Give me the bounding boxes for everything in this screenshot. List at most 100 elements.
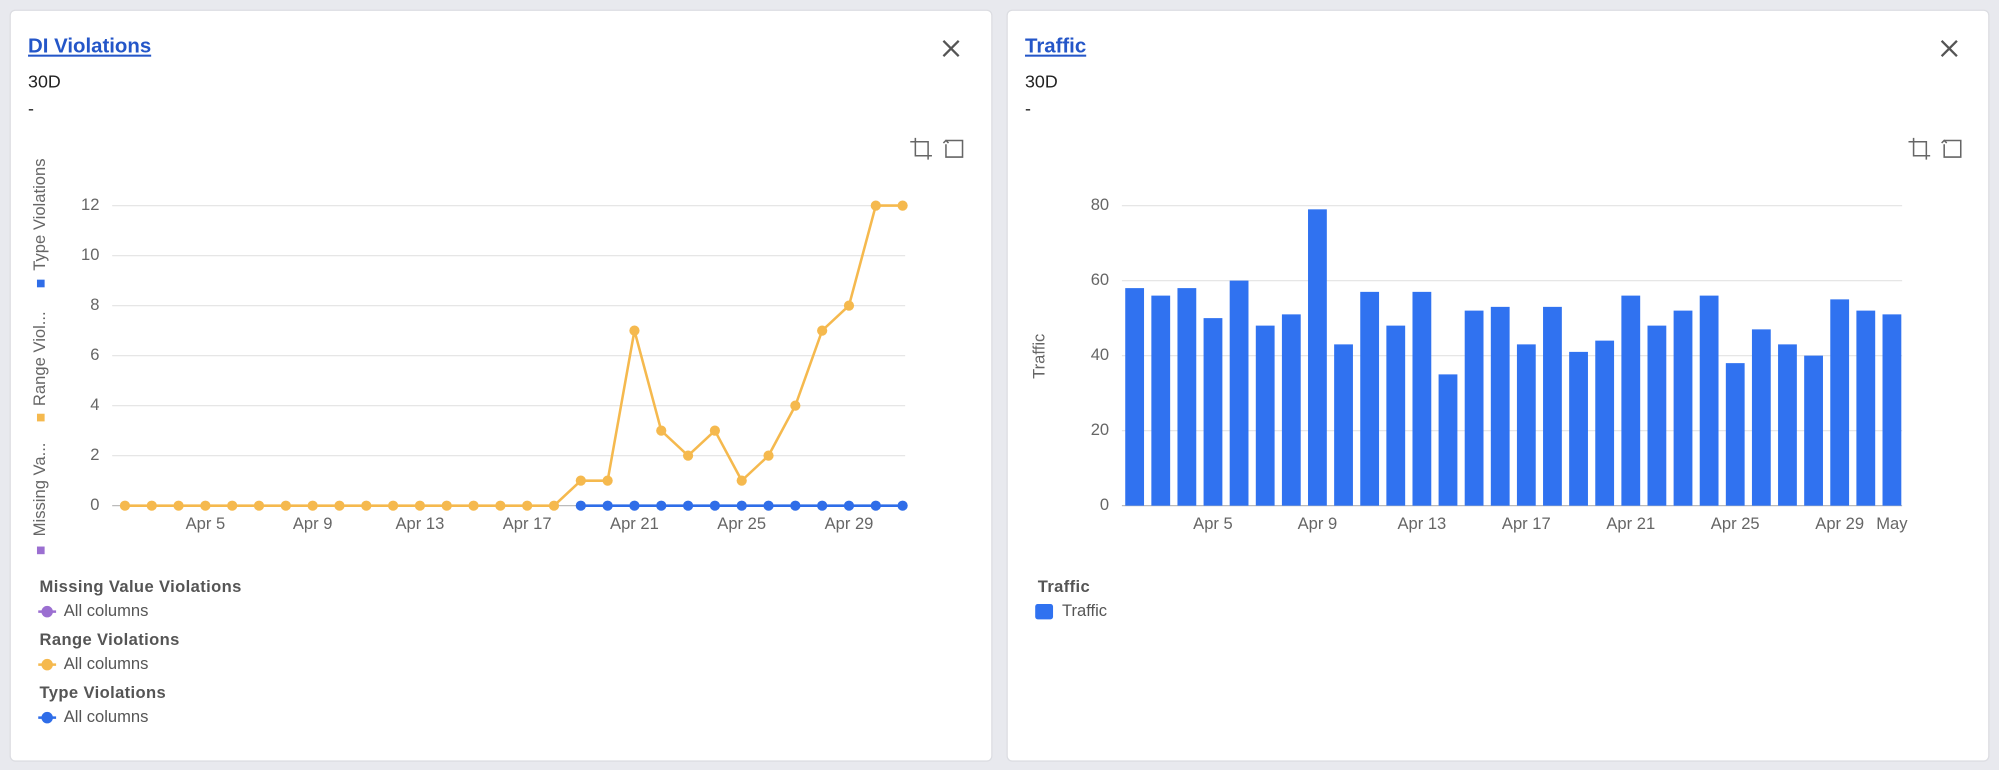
legend-item: All columns	[64, 601, 149, 620]
reset-button[interactable]	[1941, 139, 1962, 158]
data-point	[334, 500, 345, 511]
data-point	[441, 500, 452, 511]
data-point	[709, 425, 720, 436]
reset-button[interactable]	[942, 139, 964, 158]
y-tick-label: 0	[1100, 495, 1109, 514]
data-point	[656, 500, 667, 511]
data-point	[790, 500, 801, 511]
data-point	[870, 500, 881, 511]
bar	[1778, 344, 1797, 506]
data-point	[817, 500, 828, 511]
card	[9, 9, 993, 762]
close-icons	[942, 40, 1958, 57]
data-point	[414, 500, 426, 511]
zoom-button[interactable]	[1908, 137, 1931, 160]
data-point	[870, 200, 881, 211]
bar	[1647, 325, 1667, 506]
data-point	[548, 500, 560, 511]
card-title[interactable]: Traffic	[1025, 36, 1086, 58]
data-point	[468, 500, 479, 511]
x-tick-label: Apr 13	[1397, 514, 1446, 533]
bar	[1595, 340, 1615, 506]
data-point	[602, 500, 613, 511]
legend-item: Traffic	[1062, 601, 1107, 620]
y-tick-label: 40	[1091, 345, 1109, 364]
bar	[1751, 329, 1771, 506]
data-point	[495, 500, 506, 511]
bar	[1569, 351, 1588, 506]
data-point	[897, 200, 908, 211]
data-point	[656, 425, 667, 436]
axis-legend-label: Range Viol...	[30, 311, 49, 406]
x-tick-label: Apr 25	[1711, 514, 1760, 533]
y-tick-label: 2	[90, 445, 99, 464]
x-tick-label: Apr 5	[1193, 514, 1233, 533]
legend-group: Missing Value Violations	[40, 577, 242, 596]
axis-legend-swatch	[36, 413, 45, 422]
data-point	[682, 500, 694, 511]
data-point	[227, 500, 238, 511]
legend-dot	[41, 605, 53, 618]
bar	[1203, 318, 1223, 506]
bar	[1490, 306, 1510, 506]
bar	[1281, 314, 1301, 506]
bar	[1856, 310, 1876, 506]
data-point	[629, 500, 640, 511]
data-point	[173, 500, 184, 511]
y-tick-label: 6	[90, 345, 99, 364]
data-point	[736, 500, 747, 511]
y-tick-label: 8	[90, 295, 99, 314]
data-point	[388, 500, 399, 511]
close-button[interactable]	[1940, 40, 1958, 57]
data-point	[119, 500, 131, 511]
data-point	[253, 500, 265, 511]
bar	[1804, 355, 1823, 506]
bar	[1882, 314, 1902, 506]
data-point	[361, 500, 372, 511]
legend-dot	[41, 711, 53, 724]
zoom-button[interactable]	[910, 137, 932, 160]
bar	[1438, 374, 1458, 506]
y-axis-label: Traffic	[1030, 334, 1049, 379]
data-point	[200, 500, 211, 511]
data-point	[146, 500, 157, 511]
x-tick-label: Apr 13	[396, 514, 445, 533]
x-tick-label: Apr 17	[1502, 514, 1551, 533]
bar	[1151, 295, 1171, 506]
data-point	[843, 500, 855, 511]
bar	[1412, 291, 1432, 506]
close-button[interactable]	[942, 40, 960, 57]
data-point	[307, 500, 318, 511]
legend-dot	[41, 658, 53, 671]
x-tick-label: Apr 25	[717, 514, 766, 533]
data-point	[763, 500, 774, 511]
x-tick-label: Apr 17	[503, 514, 552, 533]
data-point	[522, 500, 533, 511]
bar	[1621, 295, 1641, 506]
bar	[1229, 280, 1249, 506]
axis-legend-swatch	[36, 279, 45, 288]
x-tick-label: Apr 29	[825, 514, 874, 533]
bar	[1516, 344, 1536, 506]
y-tick-label: 10	[81, 245, 99, 264]
bar	[1255, 325, 1275, 506]
y-tick-label: 80	[1091, 195, 1109, 214]
y-tick-label: 12	[81, 195, 99, 214]
legend-group: Range Violations	[40, 630, 180, 649]
y-tick-label: 0	[90, 495, 99, 514]
bar	[1699, 295, 1719, 506]
bar	[1386, 325, 1406, 506]
bar	[1464, 310, 1484, 506]
card-title[interactable]: DI Violations	[28, 36, 151, 58]
x-tick-label: Apr 29	[1815, 514, 1864, 533]
bar	[1830, 299, 1850, 506]
legend-item: All columns	[64, 654, 149, 673]
x-tick-label: Apr 5	[186, 514, 226, 533]
x-tick-label: Apr 9	[1298, 514, 1338, 533]
card-note: -	[1025, 99, 1031, 119]
data-point	[897, 500, 908, 511]
bar	[1125, 288, 1145, 506]
toolbar	[910, 137, 1962, 160]
y-tick-label: 4	[90, 395, 99, 414]
